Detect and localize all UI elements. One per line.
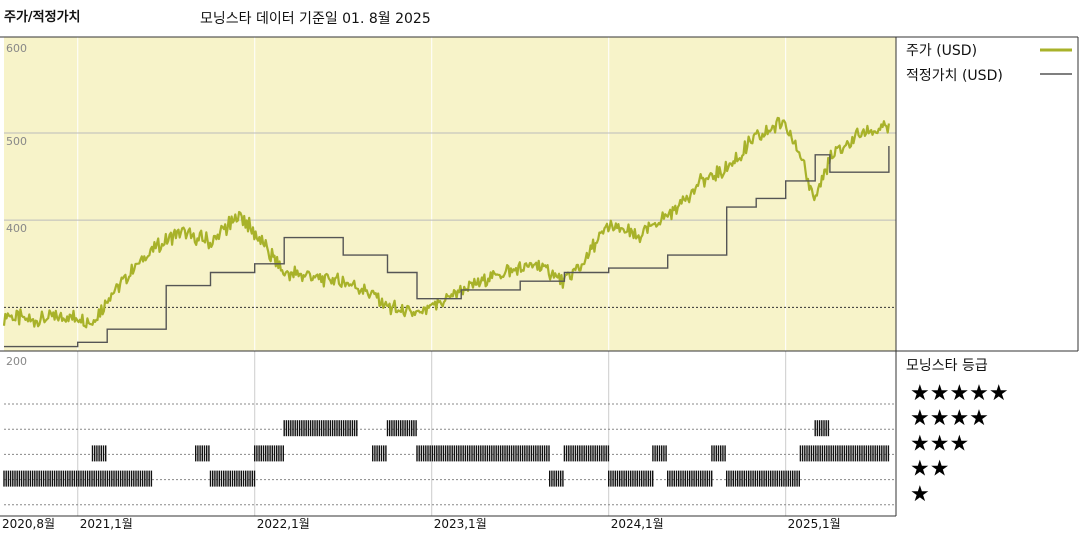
rating-segment <box>652 445 667 462</box>
x-tick-label: 2024,1월 <box>611 517 664 531</box>
rating-segment <box>608 470 654 487</box>
rating-segment <box>283 420 358 437</box>
x-tick-label: 2022,1월 <box>257 517 310 531</box>
rating-segment <box>372 445 387 462</box>
chart-subtitle: 모닝스타 데이터 기준일 01. 8월 2025 <box>200 11 431 27</box>
chart-title: 주가/적정가치 <box>4 10 81 25</box>
price-line <box>2 116 890 329</box>
y-tick-label: 400 <box>6 222 27 235</box>
rating-segment <box>711 445 726 462</box>
y-tick-label: 600 <box>6 42 27 55</box>
rating-segment <box>91 445 107 462</box>
y-tick-label: 200 <box>6 355 27 368</box>
x-tick-label: 2021,1월 <box>80 517 133 531</box>
x-tick-label: 2025,1월 <box>788 517 841 531</box>
fair-value-line <box>4 146 890 348</box>
rating-segment <box>799 445 890 462</box>
rating-segment <box>549 470 564 487</box>
legend-price-label: 주가 (USD) <box>906 43 977 59</box>
rating-level-stars: ★★★★ <box>910 406 989 431</box>
rating-segment <box>253 445 284 462</box>
x-tick-label: 2020,8월 <box>2 517 55 531</box>
rating-segment <box>726 470 800 487</box>
y-tick-label: 500 <box>6 135 27 148</box>
price-panel-bg <box>4 37 896 351</box>
rating-panel-bg <box>4 351 896 516</box>
rating-segment <box>563 445 610 462</box>
rating-segment <box>209 470 256 487</box>
rating-segment <box>3 470 153 487</box>
rating-segment <box>194 445 210 462</box>
rating-segment <box>667 470 713 487</box>
rating-segment <box>814 420 830 437</box>
rating-level-stars: ★★ <box>910 457 949 482</box>
rating-segment <box>416 445 550 462</box>
rating-title: 모닝스타 등급 <box>906 358 988 374</box>
legend-fair-label: 적정가치 (USD) <box>906 68 1003 84</box>
x-tick-label: 2023,1월 <box>434 517 487 531</box>
rating-segment <box>386 420 417 437</box>
rating-level-stars: ★★★ <box>910 431 969 456</box>
rating-level-stars: ★ <box>910 482 930 507</box>
rating-level-stars: ★★★★★ <box>910 381 1009 406</box>
